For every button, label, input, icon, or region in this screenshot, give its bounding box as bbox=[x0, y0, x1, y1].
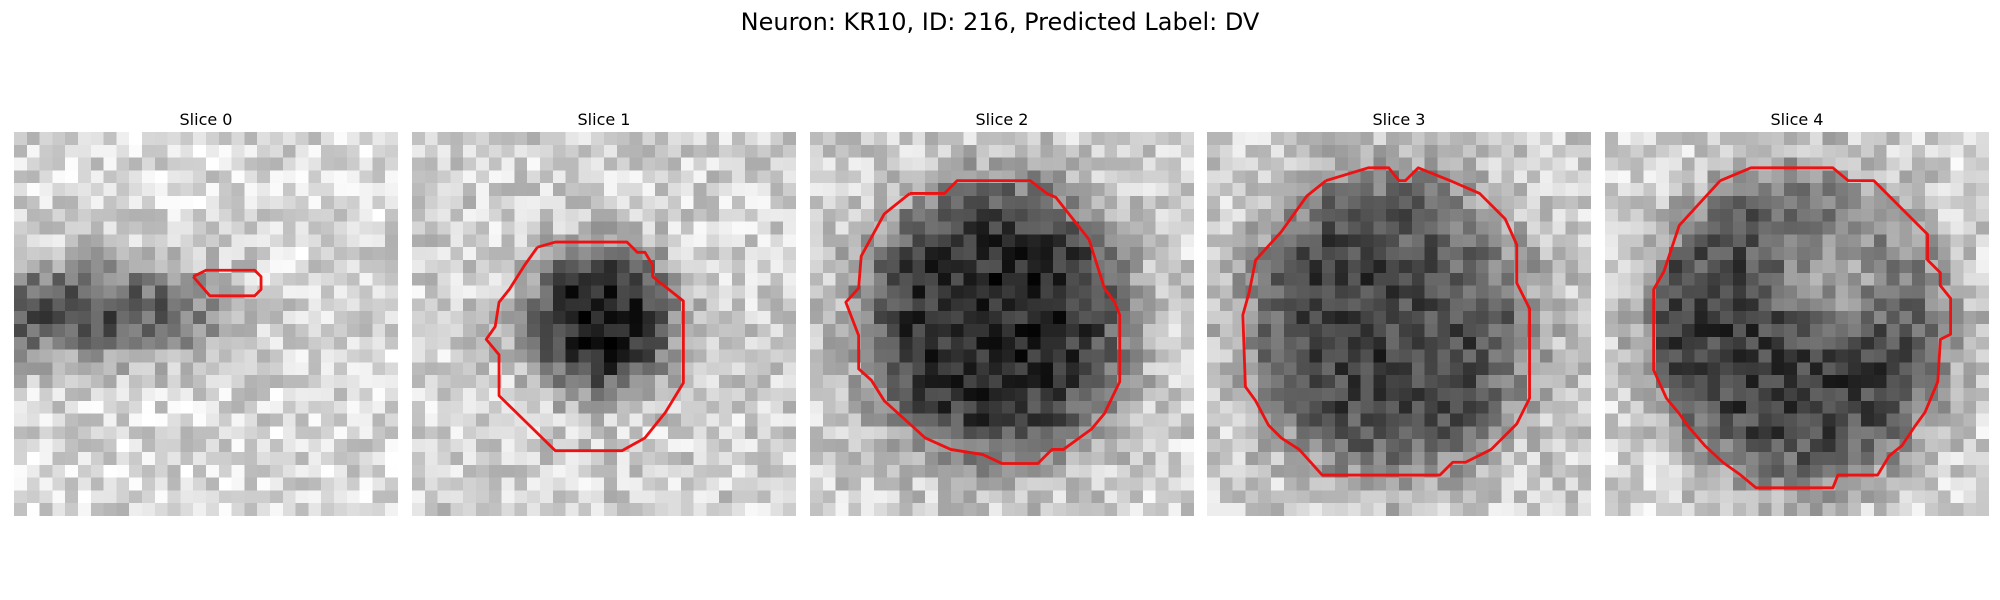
slice-image-0 bbox=[14, 132, 398, 516]
segmentation-contour bbox=[1241, 166, 1531, 477]
slice-panel-0: Slice 0 bbox=[14, 108, 398, 516]
pixel-grid bbox=[412, 132, 796, 516]
pixel-grid bbox=[1207, 132, 1591, 516]
slice-image-3 bbox=[1207, 132, 1591, 516]
slice-image-2 bbox=[810, 132, 1194, 516]
segmentation-contour bbox=[484, 240, 685, 453]
slice-title: Slice 3 bbox=[1372, 110, 1426, 129]
segmentation-contour bbox=[192, 268, 263, 298]
slice-panel-4: Slice 4 bbox=[1605, 108, 1989, 516]
pixel-grid bbox=[14, 132, 398, 516]
slice-image-1 bbox=[412, 132, 796, 516]
slice-panel-2: Slice 2 bbox=[810, 108, 1194, 516]
slice-title: Slice 0 bbox=[179, 110, 233, 129]
slice-image-4 bbox=[1605, 132, 1989, 516]
slice-title: Slice 1 bbox=[577, 110, 631, 129]
segmentation-contour bbox=[1652, 166, 1953, 490]
slice-title: Slice 4 bbox=[1770, 110, 1824, 129]
figure-title: Neuron: KR10, ID: 216, Predicted Label: … bbox=[740, 8, 1260, 36]
segmentation-contour bbox=[844, 179, 1122, 465]
pixel-grid bbox=[1605, 132, 1989, 516]
slice-panel-1: Slice 1 bbox=[412, 108, 796, 516]
slice-panel-3: Slice 3 bbox=[1207, 108, 1591, 516]
slice-title: Slice 2 bbox=[975, 110, 1029, 129]
pixel-grid bbox=[810, 132, 1194, 516]
